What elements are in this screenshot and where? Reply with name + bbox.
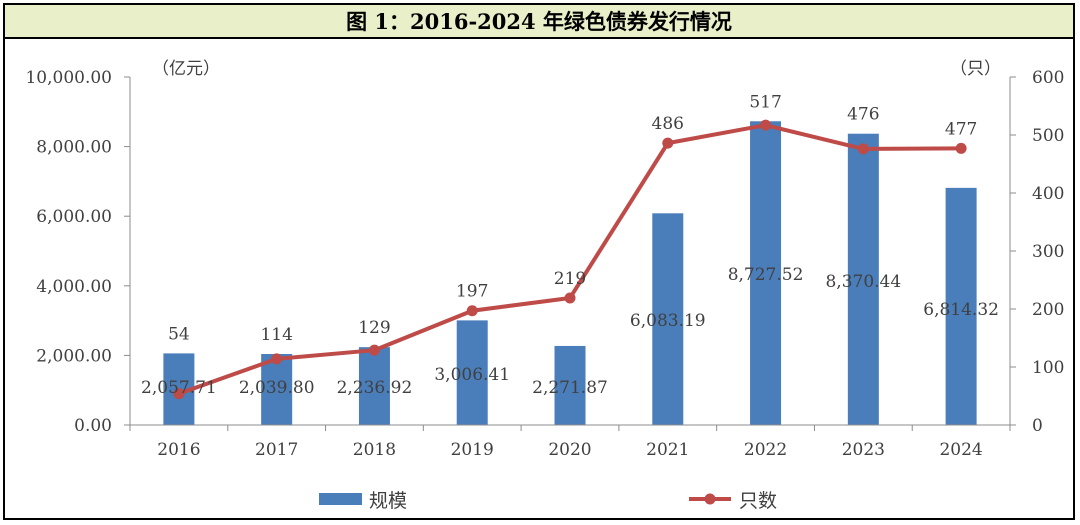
line-point (955, 142, 967, 154)
line-value-label: 114 (260, 325, 292, 345)
y-right-tick-label: 500 (1032, 126, 1064, 146)
line-value-label: 129 (358, 318, 390, 338)
y-right-tick-label: 200 (1032, 300, 1064, 320)
bar (847, 133, 879, 425)
legend-bar-swatch (319, 493, 362, 505)
line-value-label: 54 (168, 324, 190, 344)
line-point (760, 119, 772, 131)
x-tick-label: 2018 (353, 440, 396, 460)
bar-value-label: 3,006.41 (434, 365, 510, 385)
line-point (271, 353, 283, 365)
bar-value-label: 6,814.32 (923, 300, 999, 320)
combo-chart: 0.00 2,000.00 4,000.00 6,000.00 8,000.00 10,0… (25, 59, 1064, 512)
bar-value-label: 2,271.87 (532, 378, 608, 398)
line-point (173, 388, 185, 400)
bar (652, 213, 684, 425)
y-left-tick-label: 6,000.00 (36, 207, 112, 227)
bar (554, 345, 586, 425)
bar (750, 121, 782, 426)
line-value-label: 477 (945, 119, 977, 139)
x-tick-label: 2017 (255, 440, 298, 460)
line-point (857, 143, 869, 155)
line-point (662, 137, 674, 149)
y-left-tick-label: 0.00 (74, 416, 112, 436)
line-point (368, 344, 380, 356)
bar-value-label: 6,083.19 (630, 311, 706, 331)
bar-value-label: 8,727.52 (728, 265, 804, 285)
bar-value-label: 8,370.44 (825, 272, 901, 292)
bar-value-label: 2,039.80 (239, 378, 315, 398)
y-right-tick-label: 400 (1032, 184, 1064, 204)
bar (456, 320, 488, 425)
bar-value-label: 2,236.92 (337, 378, 413, 398)
line-value-label: 476 (847, 105, 879, 125)
line-value-label: 517 (749, 92, 781, 112)
x-tick-label: 2016 (157, 440, 200, 460)
bar (261, 354, 293, 425)
bar (358, 347, 390, 425)
legend-line-label: 只数 (739, 490, 777, 512)
y-right-tick-label: 600 (1032, 68, 1064, 88)
x-tick-label: 2022 (744, 440, 787, 460)
data-labels: 54 114 129 197 219 486 517 476 477 2,057.71 2,039.… (141, 92, 999, 398)
y-left-tick-label: 8,000.00 (36, 138, 112, 158)
bar-series (163, 121, 977, 426)
x-tick-label: 2023 (842, 440, 885, 460)
y-right-tick-label: 0 (1032, 416, 1043, 436)
line-point (564, 292, 576, 304)
legend-line-marker (704, 493, 716, 505)
y-left-tick-label: 10,000.00 (25, 68, 112, 88)
x-tick-label: 2021 (646, 440, 689, 460)
legend: 规模 只数 (319, 490, 777, 512)
y-right-unit: （只） (950, 59, 1001, 79)
y-left-tick-label: 2,000.00 (36, 346, 112, 366)
chart-title: 图 1：2016-2024 年绿色债券发行情况 (346, 9, 732, 34)
line-value-label: 486 (652, 114, 684, 134)
y-left-tick-label: 4,000.00 (36, 277, 112, 297)
chart-frame: 图 1：2016-2024 年绿色债券发行情况 0.00 2,000.00 4,00… (3, 3, 1075, 520)
legend-bar-label: 规模 (369, 490, 407, 512)
y-right-tick-label: 100 (1032, 358, 1064, 378)
x-tick-label: 2024 (939, 440, 982, 460)
bar (945, 187, 977, 425)
x-tick-label: 2020 (548, 440, 591, 460)
axes: 0.00 2,000.00 4,000.00 6,000.00 8,000.00 10,0… (25, 59, 1064, 460)
line-series (173, 119, 967, 400)
x-tick-label: 2019 (451, 440, 494, 460)
line-value-label: 219 (554, 269, 586, 289)
line-point (466, 305, 478, 317)
chart-title-bar: 图 1：2016-2024 年绿色债券发行情况 (5, 5, 1073, 39)
y-left-unit: （亿元） (152, 59, 220, 79)
line-value-label: 197 (456, 282, 488, 302)
bar-value-label: 2,057.71 (141, 378, 217, 398)
y-right-tick-label: 300 (1032, 242, 1064, 262)
